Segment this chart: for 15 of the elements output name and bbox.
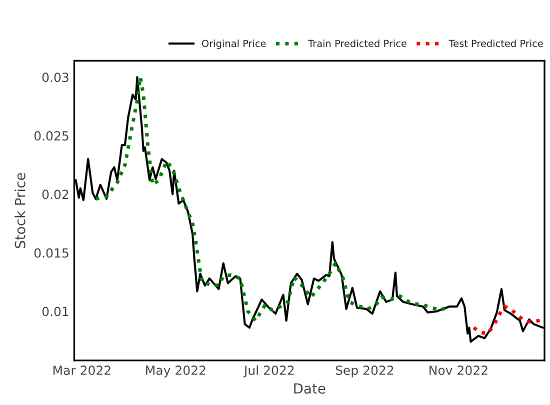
x-axis-title: Date <box>294 383 326 394</box>
y-tick-label: 0.015 <box>34 248 68 258</box>
legend-label: Original Price <box>202 40 266 50</box>
legend-label: Test Predicted Price <box>448 40 543 48</box>
x-tick-label: Mar 2022 <box>53 366 110 375</box>
x-tick-label: Sep 2022 <box>336 366 394 378</box>
y-tick-label: 0.03 <box>42 72 68 82</box>
x-tick-label: May 2022 <box>146 366 206 378</box>
x-tick-label: Nov 2022 <box>430 366 488 375</box>
y-axis-title: Stock Price <box>14 172 26 248</box>
x-tick-label: Jul 2022 <box>243 365 294 378</box>
y-tick-label: 0.02 <box>42 190 68 200</box>
legend-label: Train Predicted Price <box>308 40 406 48</box>
y-tick-label: 0.01 <box>42 306 68 316</box>
y-tick-label: 0.025 <box>34 131 68 141</box>
